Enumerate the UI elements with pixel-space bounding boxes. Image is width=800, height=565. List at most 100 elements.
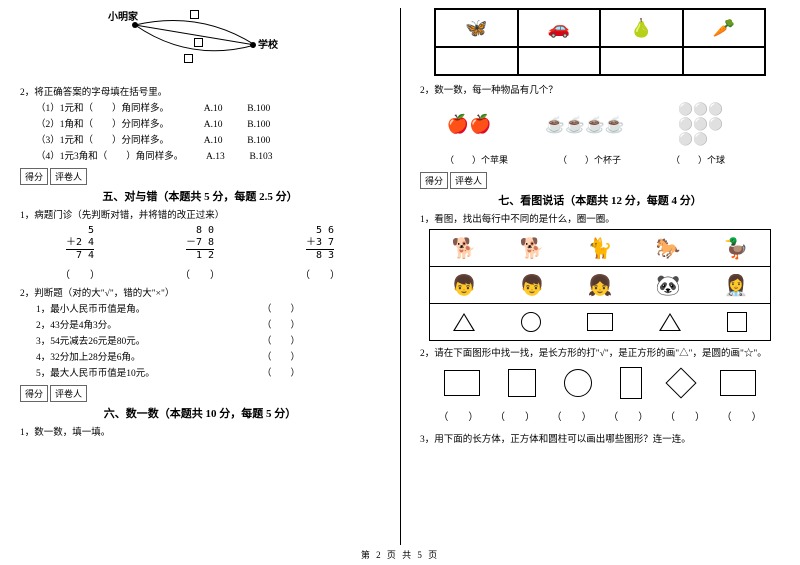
arith-col: 5 6 ＋3 7 8 3 [298, 225, 342, 262]
paren: （ ） [180, 266, 220, 281]
shape-item [564, 369, 592, 400]
tf-item: 5，最大人民币币值是10元。 （ ） [36, 365, 380, 379]
boy-icon: 👦 [520, 273, 545, 298]
section-7-title: 七、看图说话（本题共 12 分，每题 4 分） [420, 192, 780, 208]
tf-text: 3，54元减去26元是80元。 [36, 337, 145, 347]
arith-problems: 5 ＋2 4 7 4 8 0 －7 8 1 2 5 6 ＋3 7 8 3 [20, 225, 380, 262]
circle-icon [521, 312, 541, 332]
score-box: 得分 [20, 168, 48, 185]
arith-r: 7 4 [66, 249, 94, 262]
section-6-header: 得分 评卷人 [20, 385, 380, 402]
circle-icon [564, 369, 592, 397]
cat-icon: 🐈 [588, 236, 613, 261]
table-row: 👦 👦 👧 🐼 👩‍⚕️ [430, 267, 770, 304]
grid-cell [435, 47, 518, 75]
score-box: 得分 [20, 385, 48, 402]
odd-one-table: 🐕 🐕 🐈 🐎 🦆 👦 👦 👧 🐼 👩‍⚕️ [429, 229, 771, 341]
table-row [430, 304, 770, 340]
balls-icon: ⚪⚪⚪⚪⚪⚪⚪⚪ [678, 102, 723, 147]
tf-item: 3，54元减去26元是80元。（ ） [36, 333, 380, 347]
worksheet-page: 小明家 学校 2，将正确答案的字母填在括号里。 （1）1元和（ ）角同样多。 A… [0, 0, 800, 565]
triangle-icon [659, 313, 681, 331]
q2-text: （4）1元3角和（ ）角同样多。 [36, 152, 183, 162]
sec7-q2: 2，请在下面图形中找一找，是长方形的打"√"，是正方形的画"△"，是圆的画"☆"… [420, 345, 780, 359]
cups-icon: ☕☕☕☕ [545, 115, 625, 135]
q2-rows: （1）1元和（ ）角同样多。 A.10 B.100 （2）1角和（ ）分同样多。… [20, 100, 380, 162]
square-icon [727, 312, 747, 332]
q2-row: （1）1元和（ ）角同样多。 A.10 B.100 [20, 100, 380, 114]
map-diagram: 小明家 学校 [90, 8, 310, 78]
section-5-title: 五、对与错（本题共 5 分，每题 2.5 分） [20, 188, 380, 204]
diamond-icon [665, 367, 696, 398]
paren: （ ） [722, 408, 762, 423]
shape-item [720, 370, 756, 399]
rectangle-icon [444, 370, 480, 396]
opt-a: A.10 [204, 136, 223, 146]
shape-item [508, 369, 536, 400]
rectangle-icon [720, 370, 756, 396]
grader-box: 评卷人 [450, 172, 487, 189]
score-box: 得分 [420, 172, 448, 189]
paren: （ ） [608, 408, 648, 423]
arith-a: 5 [66, 225, 94, 237]
left-column: 小明家 学校 2，将正确答案的字母填在括号里。 （1）1元和（ ）角同样多。 A… [0, 0, 400, 565]
tf-text: 1，最小人民币币值是角。 [36, 305, 145, 315]
tf-item: 4，32分加上28分是6角。 （ ） [36, 349, 380, 363]
tf-item: 1，最小人民币币值是角。（ ） [36, 301, 380, 315]
sec6-q1: 1，数一数，填一填。 [20, 424, 380, 438]
count-labels: （ ）个苹果 （ ）个杯子 （ ）个球 [420, 153, 750, 166]
grader-box: 评卷人 [50, 385, 87, 402]
opt-b: B.100 [247, 120, 270, 130]
rectangle-icon [587, 313, 613, 331]
pear-icon: 🍐 [630, 18, 652, 39]
table-row: 🐕 🐕 🐈 🐎 🦆 [430, 230, 770, 267]
grid-cell [600, 47, 683, 75]
arith-a: 8 0 [186, 225, 214, 237]
q2-stem: 2，将正确答案的字母填在括号里。 [20, 84, 380, 98]
shape-item [670, 372, 692, 397]
boy-icon: 👦 [452, 273, 477, 298]
paren: （ ） [665, 408, 705, 423]
apples-icon: 🍎🍎 [447, 114, 492, 135]
arith-col: 5 ＋2 4 7 4 [58, 225, 102, 262]
grader-box: 评卷人 [50, 168, 87, 185]
opt-a: A.10 [204, 120, 223, 130]
sec7-q1: 1，看图，找出每行中不同的是什么，圈一圈。 [420, 211, 780, 225]
arith-a: 5 6 [306, 225, 334, 237]
opt-a: A.13 [206, 152, 225, 162]
girl-icon: 👧 [588, 273, 613, 298]
horse-icon: 🐎 [656, 236, 681, 261]
section-6-title: 六、数一数（本题共 10 分，每题 5 分） [20, 405, 380, 421]
paren: （ ） [262, 365, 380, 379]
butterfly-icon: 🦋 [465, 18, 487, 39]
tf-text: 4，32分加上28分是6角。 [36, 353, 141, 363]
square-icon [508, 369, 536, 397]
arith-r: 1 2 [186, 249, 214, 262]
paren-row: （ ） （ ） （ ） [20, 266, 380, 281]
checkbox-icon [194, 38, 203, 47]
shape-item [444, 370, 480, 399]
sec5-q1: 1，病题门诊（先判断对错，并将错的改正过来） [20, 207, 380, 221]
arith-r: 8 3 [306, 249, 334, 262]
paren: （ ） [438, 408, 478, 423]
dog-icon: 🐕 [452, 236, 477, 261]
arith-col: 8 0 －7 8 1 2 [178, 225, 222, 262]
shapes-row [430, 367, 770, 402]
count-pictures: 🍎🍎 ☕☕☕☕ ⚪⚪⚪⚪⚪⚪⚪⚪ [420, 102, 750, 147]
duck-icon: 🦆 [724, 236, 749, 261]
q2-text: （3）1元和（ ）分同样多。 [36, 136, 169, 146]
grid-cell: 🍐 [600, 9, 683, 47]
grid-cell [683, 47, 766, 75]
q2-row: （3）1元和（ ）分同样多。 A.10 B.100 [20, 132, 380, 146]
arith-b: －7 8 [186, 237, 214, 249]
tf-text: 5，最大人民币币值是10元。 [36, 369, 155, 379]
shapes-paren-row: （ ） （ ） （ ） （ ） （ ） （ ） [430, 408, 770, 423]
grid-cell: 🥕 [683, 9, 766, 47]
car-icon: 🚗 [548, 18, 570, 39]
section-7-header: 得分 评卷人 [420, 172, 780, 189]
right-column: 🦋 🚗 🍐 🥕 2，数一数，每一种物品有几个？ 🍎🍎 ☕☕☕☕ ⚪⚪⚪⚪⚪⚪⚪⚪… [400, 0, 800, 565]
dog-icon: 🐕 [520, 236, 545, 261]
count-label: （ ）个球 [671, 153, 725, 166]
paren: （ ） [262, 349, 380, 363]
paren: （ ） [300, 266, 340, 281]
